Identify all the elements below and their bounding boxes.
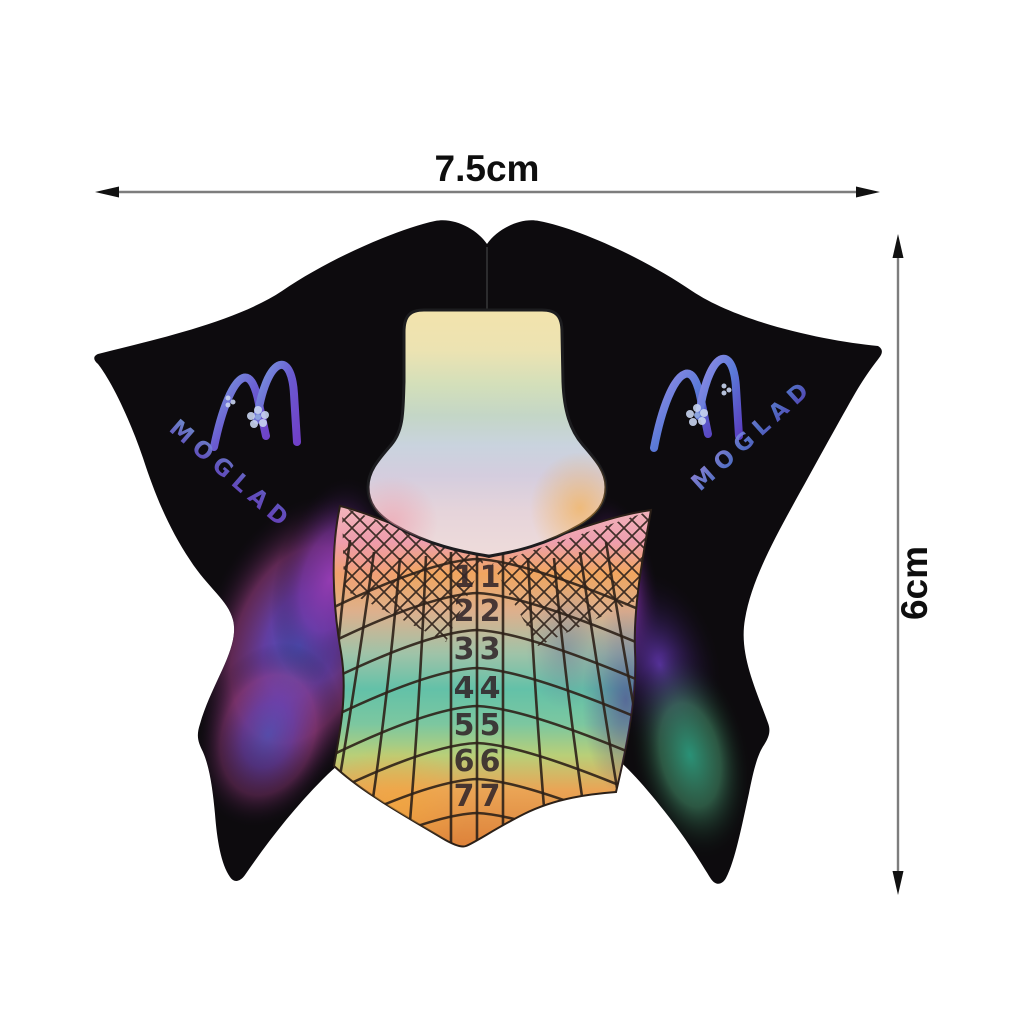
logo-m-arch-icon <box>253 360 301 446</box>
left-wing-sheen-lower <box>194 642 342 828</box>
width-dimension-label: 7.5cm <box>435 148 540 189</box>
grid-number: 6 <box>480 744 501 779</box>
left-shoulder-hatch <box>342 507 484 642</box>
width-arrow-left-icon <box>95 186 119 198</box>
grid-number: 1 <box>480 560 501 595</box>
grid-number: 5 <box>480 708 501 743</box>
grid-size-numbers: 1 1 2 2 3 3 4 4 5 5 6 6 7 7 <box>454 560 501 814</box>
height-arrow-bottom-icon <box>892 871 904 895</box>
grid-number: 3 <box>454 632 475 667</box>
logo-flower-icon <box>225 395 269 428</box>
grid-number: 4 <box>480 671 501 706</box>
logo-m-arch-icon <box>650 369 712 452</box>
grid-number: 7 <box>480 779 501 814</box>
logo-flower-icon <box>686 383 732 426</box>
grid-number: 7 <box>454 779 475 814</box>
height-dimension-label: 6cm <box>894 546 935 620</box>
width-arrow-right-icon <box>856 186 880 198</box>
grid-number: 3 <box>480 632 501 667</box>
grid-number: 1 <box>454 560 475 595</box>
grid-number: 5 <box>454 708 475 743</box>
logo-m-arch-icon <box>695 354 743 440</box>
grid-number: 2 <box>454 594 475 629</box>
grid-number: 2 <box>480 594 501 629</box>
height-arrow-top-icon <box>892 234 904 258</box>
sizing-grid-area: 1 1 2 2 3 3 4 4 5 5 6 6 7 7 <box>332 504 653 848</box>
logo-m-arch-icon <box>210 373 270 451</box>
grid-number: 4 <box>454 671 475 706</box>
right-shoulder-hatch <box>492 511 650 646</box>
grid-number: 6 <box>454 744 475 779</box>
height-dimension: 6cm <box>892 234 935 895</box>
width-dimension: 7.5cm <box>95 148 880 198</box>
